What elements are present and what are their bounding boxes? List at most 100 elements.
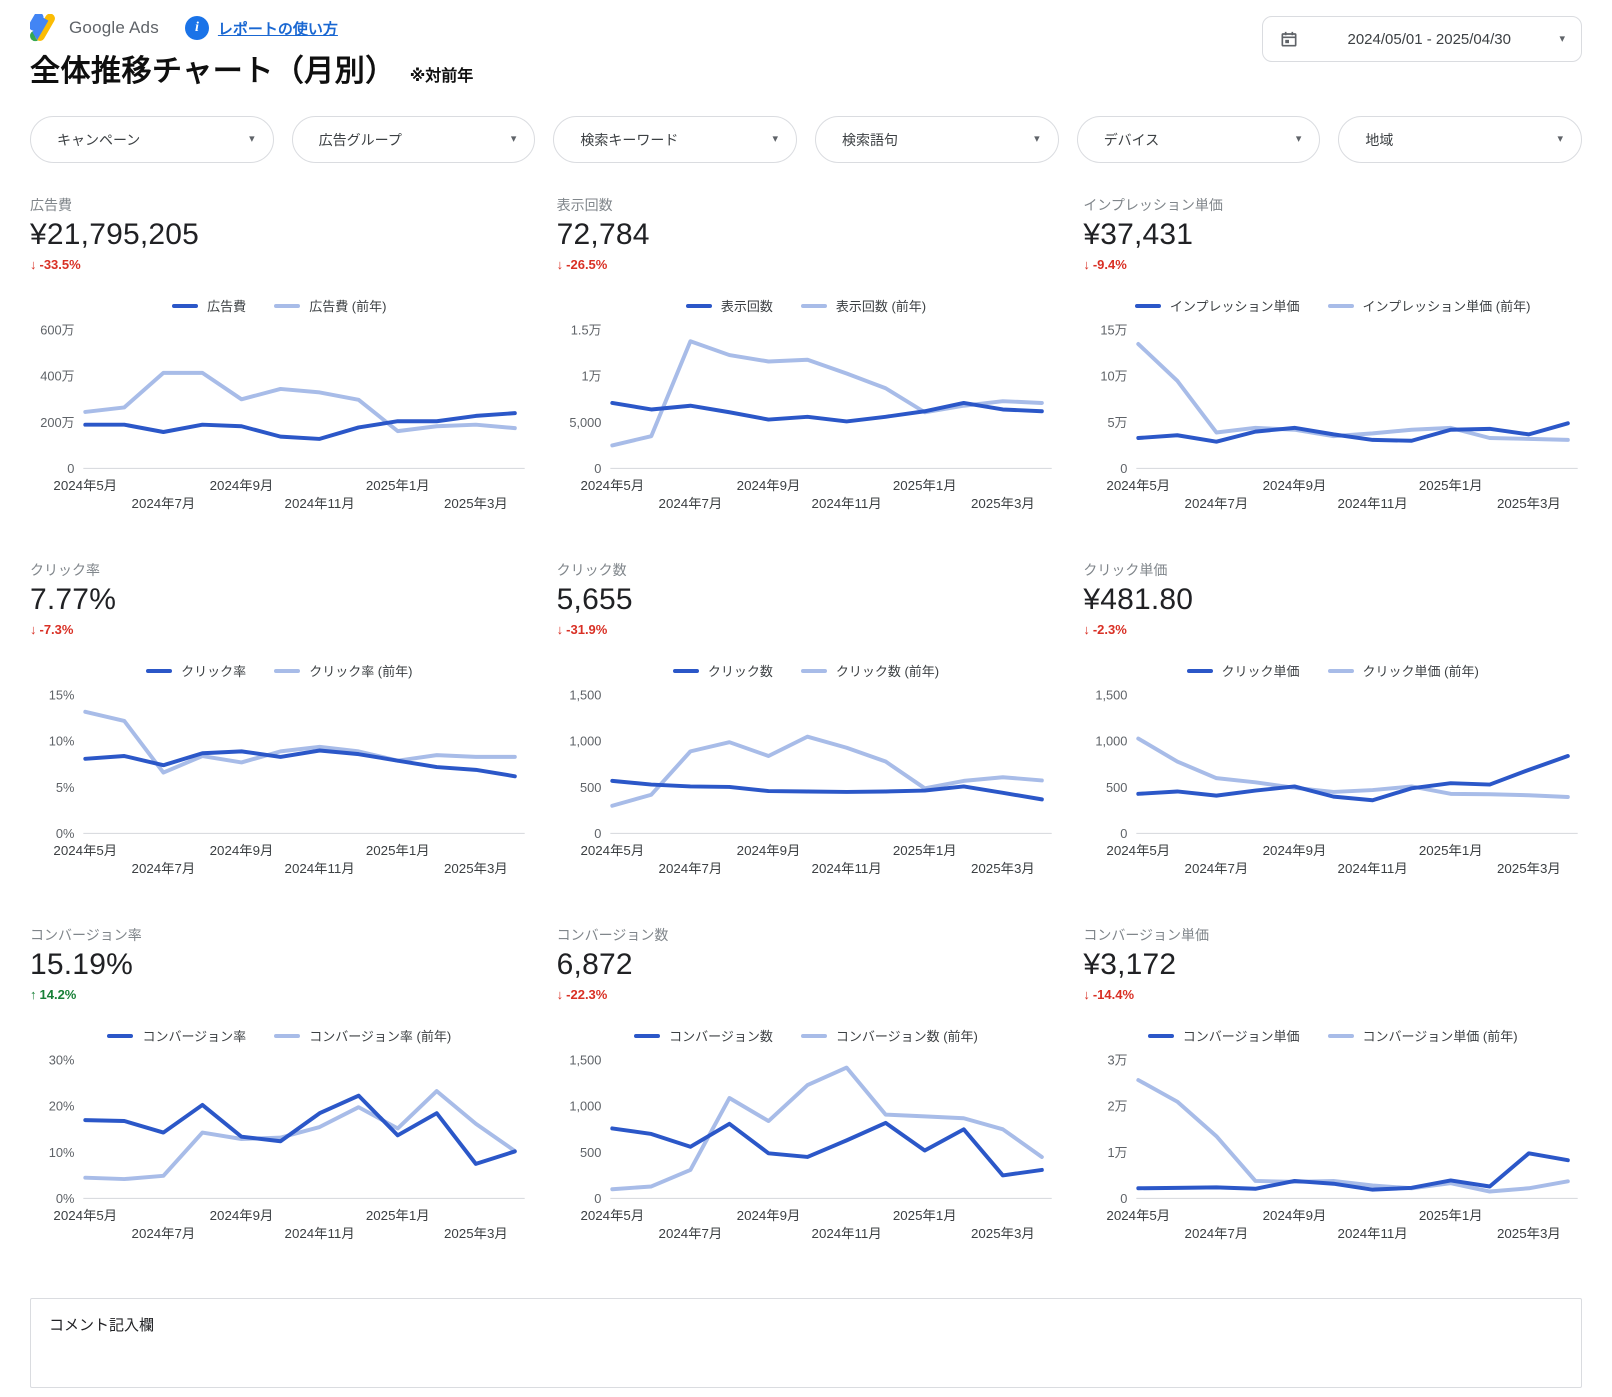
legend-label: クリック率 xyxy=(181,664,247,679)
comment-label: コメント記入欄 xyxy=(49,1317,155,1334)
chevron-down-icon: ▾ xyxy=(1559,32,1565,45)
info-icon[interactable]: i xyxy=(184,16,209,40)
metric-value: ¥37,431 xyxy=(1083,218,1194,251)
comment-input-area[interactable]: コメント記入欄 xyxy=(30,1298,1582,1388)
svg-text:2025年3月: 2025年3月 xyxy=(1497,496,1561,511)
chart-legend: クリック率 クリック率 (前年) xyxy=(30,661,529,680)
arrow-down-icon: ↓ xyxy=(1083,257,1090,272)
legend-swatch-previous xyxy=(1327,303,1354,308)
svg-text:2024年7月: 2024年7月 xyxy=(1185,861,1249,876)
svg-text:2024年11月: 2024年11月 xyxy=(1338,1226,1408,1241)
help-link[interactable]: レポートの使い方 xyxy=(217,20,338,38)
arrow-down-icon: ↓ xyxy=(30,257,37,272)
svg-text:2024年5月: 2024年5月 xyxy=(580,1208,644,1223)
metric-value: ¥481.80 xyxy=(1083,583,1194,616)
metric-label: 表示回数 xyxy=(556,197,613,213)
arrow-down-icon: ↓ xyxy=(1083,987,1090,1002)
svg-text:2024年7月: 2024年7月 xyxy=(132,861,196,876)
svg-text:2024年9月: 2024年9月 xyxy=(1263,478,1327,493)
metric-value: 72,784 xyxy=(556,218,650,251)
svg-text:2万: 2万 xyxy=(1108,1099,1128,1114)
svg-text:200万: 200万 xyxy=(40,415,74,430)
legend-label: 広告費 xyxy=(207,299,247,314)
brand-text: Google Ads xyxy=(69,18,159,37)
chevron-down-icon: ▾ xyxy=(510,133,517,145)
svg-text:2024年5月: 2024年5月 xyxy=(1107,478,1171,493)
date-range-picker[interactable]: 2024/05/01 - 2025/04/30 ▾ xyxy=(1262,16,1582,62)
svg-text:2024年7月: 2024年7月 xyxy=(1185,496,1249,511)
line-chart: 0 200万 400万 600万 2024年5月 2024年7月 2024年9月 2024年1… xyxy=(40,323,525,511)
svg-text:2024年5月: 2024年5月 xyxy=(1107,843,1171,858)
svg-text:2024年11月: 2024年11月 xyxy=(1338,496,1408,511)
filter-bar: キャンペーン ▾ 広告グループ ▾ 検索キーワード ▾ 検索語句 ▾ デバイス ▾ 地域 ▾ xyxy=(30,116,1583,163)
filter-ad-group[interactable]: 広告グループ ▾ xyxy=(291,116,536,163)
filter-region[interactable]: 地域 ▾ xyxy=(1338,116,1583,163)
delta-value: -14.4% xyxy=(1092,987,1135,1002)
svg-text:500: 500 xyxy=(580,780,601,795)
arrow-down-icon: ↓ xyxy=(556,622,564,637)
svg-text:2025年1月: 2025年1月 xyxy=(1419,1208,1483,1223)
chart-card-ctr: クリック率 7.77% ↓ -7.3% クリック率 クリック率 (前年) 0% 5%… xyxy=(30,560,529,925)
svg-text:2025年1月: 2025年1月 xyxy=(366,843,430,858)
svg-text:2024年7月: 2024年7月 xyxy=(658,496,722,511)
filter-search-keyword[interactable]: 検索キーワード ▾ xyxy=(553,116,798,163)
chart-card-conversions: コンバージョン数 6,872 ↓ -22.3% コンバージョン数 コンバージョン数… xyxy=(557,925,1056,1290)
filter-label: キャンペーン xyxy=(57,131,141,148)
legend-swatch-current xyxy=(1186,668,1213,673)
svg-text:2025年1月: 2025年1月 xyxy=(1419,478,1483,493)
svg-text:2024年7月: 2024年7月 xyxy=(1185,1226,1249,1241)
legend-swatch-current xyxy=(685,303,712,308)
chart-card-ad-cost: 広告費 ¥21,795,205 ↓ -33.5% 広告費 広告費 (前年) 0 20… xyxy=(30,195,529,560)
metric-value: 7.77% xyxy=(30,583,117,616)
chart-card-impressions: 表示回数 72,784 ↓ -26.5% 表示回数 表示回数 (前年) 0 5,00… xyxy=(557,195,1056,560)
chart-legend: クリック数 クリック数 (前年) xyxy=(557,661,1056,680)
legend-swatch-current xyxy=(146,668,173,673)
svg-text:0: 0 xyxy=(594,461,601,476)
svg-text:1,500: 1,500 xyxy=(569,1053,601,1068)
metric-value: 15.19% xyxy=(30,948,133,981)
metric-value: ¥21,795,205 xyxy=(30,218,200,251)
svg-text:2024年5月: 2024年5月 xyxy=(53,1208,117,1223)
svg-text:2025年1月: 2025年1月 xyxy=(893,478,957,493)
svg-text:1,500: 1,500 xyxy=(1096,688,1128,703)
filter-label: 検索語句 xyxy=(842,131,899,148)
filter-campaign[interactable]: キャンペーン ▾ xyxy=(30,116,274,163)
legend-swatch-previous xyxy=(274,668,301,673)
delta-value: -22.3% xyxy=(566,987,608,1002)
svg-text:2025年3月: 2025年3月 xyxy=(444,861,508,876)
metric-label: コンバージョン率 xyxy=(30,927,142,943)
line-chart: 0 500 1,000 1,500 2024年5月 2024年7月 2024年9月 2024年… xyxy=(569,688,1052,876)
svg-text:2025年3月: 2025年3月 xyxy=(1497,1226,1561,1241)
svg-text:5万: 5万 xyxy=(1108,415,1128,430)
svg-text:2025年3月: 2025年3月 xyxy=(971,496,1035,511)
metric-label: クリック数 xyxy=(556,562,627,578)
legend-swatch-current xyxy=(172,303,199,308)
svg-text:2024年11月: 2024年11月 xyxy=(285,861,355,876)
delta-value: 14.2% xyxy=(39,987,77,1002)
svg-text:2024年11月: 2024年11月 xyxy=(1338,861,1408,876)
legend-label: クリック数 (前年) xyxy=(835,664,940,679)
filter-search-term[interactable]: 検索語句 ▾ xyxy=(815,116,1059,163)
legend-swatch-current xyxy=(672,668,699,673)
filter-device[interactable]: デバイス ▾ xyxy=(1076,116,1321,163)
svg-text:2025年3月: 2025年3月 xyxy=(1497,861,1561,876)
delta-value: -9.4% xyxy=(1092,257,1127,272)
legend-label: コンバージョン単価 (前年) xyxy=(1362,1029,1518,1044)
chart-card-clicks: クリック数 5,655 ↓ -31.9% クリック数 クリック数 (前年) 0 50… xyxy=(557,560,1056,925)
metric-label: コンバージョン数 xyxy=(556,927,669,943)
legend-swatch-previous xyxy=(274,303,301,308)
filter-label: 地域 xyxy=(1365,131,1394,148)
svg-text:2024年5月: 2024年5月 xyxy=(1107,1208,1171,1223)
line-chart: 0% 5% 10% 15% 2024年5月 2024年7月 2024年9月 2024年11月 2… xyxy=(49,688,525,876)
svg-text:400万: 400万 xyxy=(40,369,74,384)
legend-swatch-previous xyxy=(800,1033,827,1038)
svg-text:2024年5月: 2024年5月 xyxy=(580,478,644,493)
svg-text:2024年11月: 2024年11月 xyxy=(811,496,881,511)
legend-swatch-previous xyxy=(1327,668,1354,673)
line-chart: 0 500 1,000 1,500 2024年5月 2024年7月 2024年9月 2024年… xyxy=(1096,688,1579,876)
chart-card-impression-cpm: インプレッション単価 ¥37,431 ↓ -9.4% インプレッション単価 インプ… xyxy=(1083,195,1582,560)
delta-value: -2.3% xyxy=(1092,622,1127,637)
page-title: 全体推移チャート（月別） xyxy=(30,55,396,88)
svg-text:2024年11月: 2024年11月 xyxy=(811,1226,881,1241)
svg-text:2024年9月: 2024年9月 xyxy=(210,843,274,858)
